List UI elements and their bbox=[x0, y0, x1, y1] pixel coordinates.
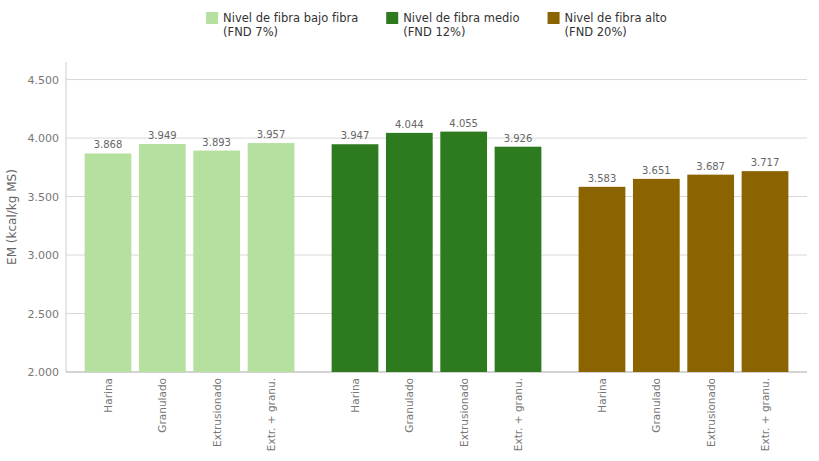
bar bbox=[579, 187, 626, 372]
data-label: 3.947 bbox=[341, 130, 370, 141]
legend-item: Nivel de fibra bajo fibra(FND 7%) bbox=[206, 11, 358, 39]
y-tick-label: 2.000 bbox=[28, 366, 60, 379]
y-tick-label: 3.000 bbox=[28, 249, 60, 262]
legend-label: Nivel de fibra bajo fibra(FND 7%) bbox=[223, 11, 358, 39]
y-tick-label: 4.000 bbox=[28, 132, 60, 145]
x-tick-label: Harina bbox=[349, 378, 361, 413]
x-tick-label: Granulado bbox=[156, 378, 168, 433]
x-tick-label: Granulado bbox=[650, 378, 662, 433]
x-tick-label: Extrusionado bbox=[705, 378, 717, 447]
legend-line: (FND 12%) bbox=[403, 25, 465, 39]
bar bbox=[193, 151, 240, 372]
legend-line: Nivel de fibra bajo fibra bbox=[223, 11, 358, 25]
legend-swatch bbox=[548, 12, 560, 24]
data-label: 3.583 bbox=[588, 173, 617, 184]
x-tick-label: Granulado bbox=[403, 378, 415, 433]
legend-item: Nivel de fibra alto(FND 20%) bbox=[548, 11, 667, 39]
bar bbox=[248, 143, 295, 372]
data-label: 3.651 bbox=[642, 165, 671, 176]
y-tick-label: 3.500 bbox=[28, 191, 60, 204]
data-label: 3.926 bbox=[504, 133, 533, 144]
legend-swatch bbox=[206, 12, 218, 24]
value-labels: 3.868 3.949 3.893 3.957 3.947 4.044 4.055 3.926… bbox=[94, 118, 780, 184]
data-label: 3.957 bbox=[257, 129, 286, 140]
bar bbox=[633, 179, 680, 372]
bar bbox=[386, 133, 433, 372]
legend-line: Nivel de fibra medio bbox=[403, 11, 519, 25]
data-label: 3.717 bbox=[751, 157, 780, 168]
grid-line bbox=[66, 79, 807, 80]
bars bbox=[85, 132, 789, 372]
data-label: 3.687 bbox=[696, 161, 725, 172]
data-label: 3.949 bbox=[148, 130, 177, 141]
y-tick-label: 4.500 bbox=[28, 74, 60, 87]
legend-swatch bbox=[386, 12, 398, 24]
legend-label: Nivel de fibra medio(FND 12%) bbox=[403, 11, 519, 39]
bar bbox=[495, 147, 542, 372]
x-tick-label: Harina bbox=[596, 378, 608, 413]
bar bbox=[742, 171, 789, 372]
grid-line bbox=[66, 138, 807, 139]
x-tick-label: Extr. + granu. bbox=[512, 378, 524, 451]
x-tick-label: Extrusionado bbox=[458, 378, 470, 447]
bar bbox=[139, 144, 186, 372]
legend-line: (FND 7%) bbox=[223, 25, 278, 39]
x-tick-labels: Harina Granulado Extrusionado Extr. + granu… bbox=[102, 378, 771, 451]
y-tick-label: 2.500 bbox=[28, 308, 60, 321]
bar bbox=[687, 175, 734, 372]
legend-line: (FND 20%) bbox=[565, 25, 627, 39]
legend-label: Nivel de fibra alto(FND 20%) bbox=[565, 11, 667, 39]
chart: 2.000 2.500 3.000 3.500 4.000 4.500 EM (kcal/k… bbox=[0, 0, 819, 461]
x-tick-label: Extrusionado bbox=[211, 378, 223, 447]
x-tick-label: Extr. + granu. bbox=[759, 378, 771, 451]
y-grid bbox=[66, 80, 807, 372]
y-axis-title: EM (kcal/kg MS) bbox=[5, 169, 19, 265]
x-tick-label: Harina bbox=[102, 378, 114, 413]
legend: Nivel de fibra bajo fibra(FND 7%)Nivel d… bbox=[206, 11, 667, 39]
bar bbox=[332, 144, 379, 372]
legend-line: Nivel de fibra alto bbox=[565, 11, 667, 25]
x-tick-label: Extr. + granu. bbox=[265, 378, 277, 451]
bar bbox=[440, 132, 487, 372]
data-label: 4.055 bbox=[449, 118, 478, 129]
legend-item: Nivel de fibra medio(FND 12%) bbox=[386, 11, 519, 39]
data-label: 3.868 bbox=[94, 139, 123, 150]
data-label: 3.893 bbox=[202, 137, 231, 148]
y-axis-line bbox=[66, 62, 67, 372]
bar bbox=[85, 153, 132, 372]
data-label: 4.044 bbox=[395, 119, 424, 130]
